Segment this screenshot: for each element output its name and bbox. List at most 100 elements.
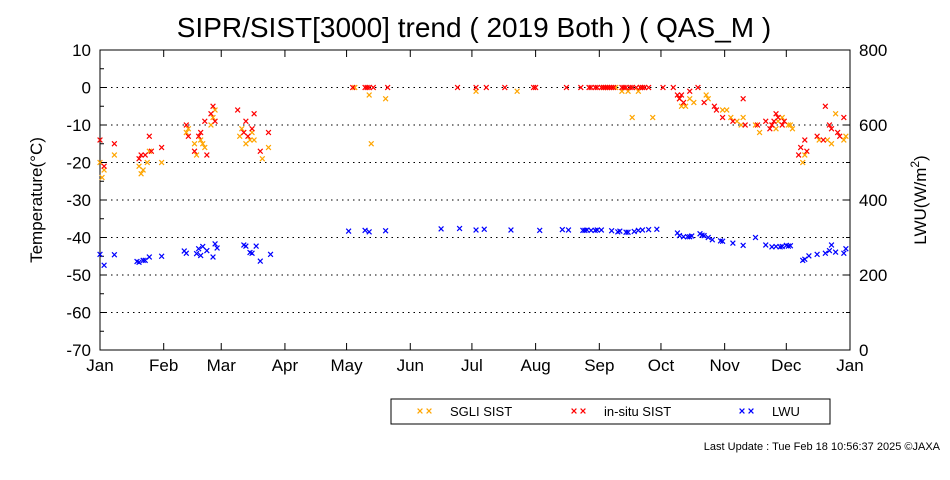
y-tick-label: -30 [66, 191, 91, 210]
data-point-sgli-sist [719, 107, 726, 113]
data-point-in-situ-sist [773, 110, 779, 117]
data-point-lwu [456, 225, 463, 232]
data-point-lwu [680, 233, 687, 240]
x-tick-labels: Jan Feb Mar Apr May Jun Jul Aug Sep Oct Nov Dec Jan [86, 356, 863, 375]
data-point-in-situ-sist [619, 84, 625, 91]
grid-lines [100, 87, 850, 313]
data-point-in-situ-sist [623, 84, 629, 91]
data-point-in-situ-sist [797, 144, 804, 151]
data-point-lwu [705, 234, 712, 241]
data-point-in-situ-sist [629, 84, 636, 91]
data-point-lwu [828, 242, 835, 248]
data-point-lwu [146, 254, 153, 260]
data-point-sgli-sist [138, 170, 144, 177]
y2-tick-labels: 800 600 400 200 0 [859, 41, 887, 360]
data-point-in-situ-sist [742, 122, 749, 128]
data-point-sgli-sist [682, 103, 689, 110]
data-point-sgli-sist [799, 159, 806, 166]
data-point-sgli-sist [756, 129, 763, 136]
data-point-sgli-sist [649, 114, 656, 121]
data-point-sgli-sist [816, 137, 823, 143]
y-tick-label: 10 [72, 41, 91, 60]
x-tick-label: Nov [710, 356, 741, 375]
data-point-sgli-sist [843, 133, 849, 140]
data-point-in-situ-sist [265, 129, 272, 136]
data-point-lwu [832, 249, 839, 255]
data-point-lwu [197, 252, 204, 259]
data-point-in-situ-sist [674, 92, 681, 98]
data-point-lwu [97, 251, 103, 258]
last-update-footer: Last Update : Tue Feb 18 10:56:37 2025 ©… [703, 441, 940, 453]
data-point-in-situ-sist [97, 137, 103, 143]
legend-marker-lwu [748, 408, 754, 414]
data-point-in-situ-sist [754, 122, 761, 128]
data-point-lwu [481, 226, 488, 233]
data-point-in-situ-sist [740, 95, 746, 102]
x-tick-label: Jan [836, 356, 863, 375]
data-point-in-situ-sist [183, 122, 190, 128]
legend-marker-in-situ-sist [580, 408, 586, 414]
data-point-in-situ-sist [588, 84, 594, 91]
data-point-in-situ-sist [767, 125, 773, 132]
data-point-sgli-sist [752, 122, 759, 128]
y-tick-label: -10 [66, 116, 91, 135]
y-tick-labels: 10 0 -10 -20 -30 -40 -50 -60 -70 [66, 41, 91, 360]
data-point-in-situ-sist [101, 163, 107, 170]
data-point-in-situ-sist [795, 152, 802, 158]
data-point-lwu [193, 250, 200, 257]
legend-marker-sgli-sist [426, 408, 432, 414]
data-point-in-situ-sist [138, 152, 144, 158]
data-point-lwu [345, 228, 352, 234]
data-point-lwu [762, 242, 769, 248]
data-point-lwu [140, 257, 146, 264]
data-point-in-situ-sist [364, 84, 370, 91]
x-tick-label: Oct [648, 356, 675, 375]
legend-label-lwu: LWU [772, 404, 800, 419]
data-point-lwu [588, 227, 594, 234]
data-point-in-situ-sist [473, 84, 479, 91]
y2-tick-label: 400 [859, 191, 887, 210]
data-point-lwu [183, 250, 190, 257]
data-point-lwu [623, 229, 629, 236]
x-tick-label: Aug [520, 356, 550, 375]
data-point-in-situ-sist [762, 118, 769, 125]
data-point-in-situ-sist [251, 110, 257, 117]
data-point-in-situ-sist [719, 114, 726, 121]
data-point-in-situ-sist [366, 84, 373, 91]
legend-label-sgli-sist: SGLI SIST [450, 404, 512, 419]
data-point-in-situ-sist [627, 84, 633, 91]
data-point-sgli-sist [183, 129, 190, 136]
data-point-sgli-sist [382, 95, 389, 102]
series-in-situ-sist [97, 84, 847, 170]
data-point-in-situ-sist [610, 84, 617, 91]
data-point-lwu [645, 226, 652, 233]
y-tick-label: -20 [66, 154, 91, 173]
legend: SGLI SIST in-situ SIST LWU [390, 398, 831, 425]
data-point-in-situ-sist [148, 148, 155, 155]
data-point-in-situ-sist [563, 84, 570, 91]
y2-tick-label: 200 [859, 266, 887, 285]
data-point-in-situ-sist [530, 84, 537, 91]
data-point-sgli-sist [238, 125, 245, 132]
x-tick-label: Jul [461, 356, 483, 375]
data-point-in-situ-sist [841, 114, 847, 121]
legend-marker-sgli-sist [417, 408, 423, 414]
data-point-sgli-sist [368, 140, 375, 147]
data-point-lwu [559, 226, 566, 233]
data-point-sgli-sist [801, 152, 808, 158]
data-point-lwu [654, 226, 660, 233]
x-tick-label: Mar [207, 356, 237, 375]
data-point-in-situ-sist [454, 84, 461, 91]
data-point-in-situ-sist [608, 84, 615, 91]
x-tick-label: Dec [771, 356, 802, 375]
data-point-sgli-sist [265, 144, 272, 151]
data-point-sgli-sist [366, 92, 373, 98]
data-point-sgli-sist [727, 114, 734, 121]
data-point-lwu [195, 245, 202, 252]
data-point-lwu [814, 251, 820, 258]
data-point-lwu [111, 251, 118, 258]
data-point-lwu [719, 238, 726, 245]
data-point-sgli-sist [787, 122, 794, 128]
data-point-in-situ-sist [836, 133, 843, 140]
